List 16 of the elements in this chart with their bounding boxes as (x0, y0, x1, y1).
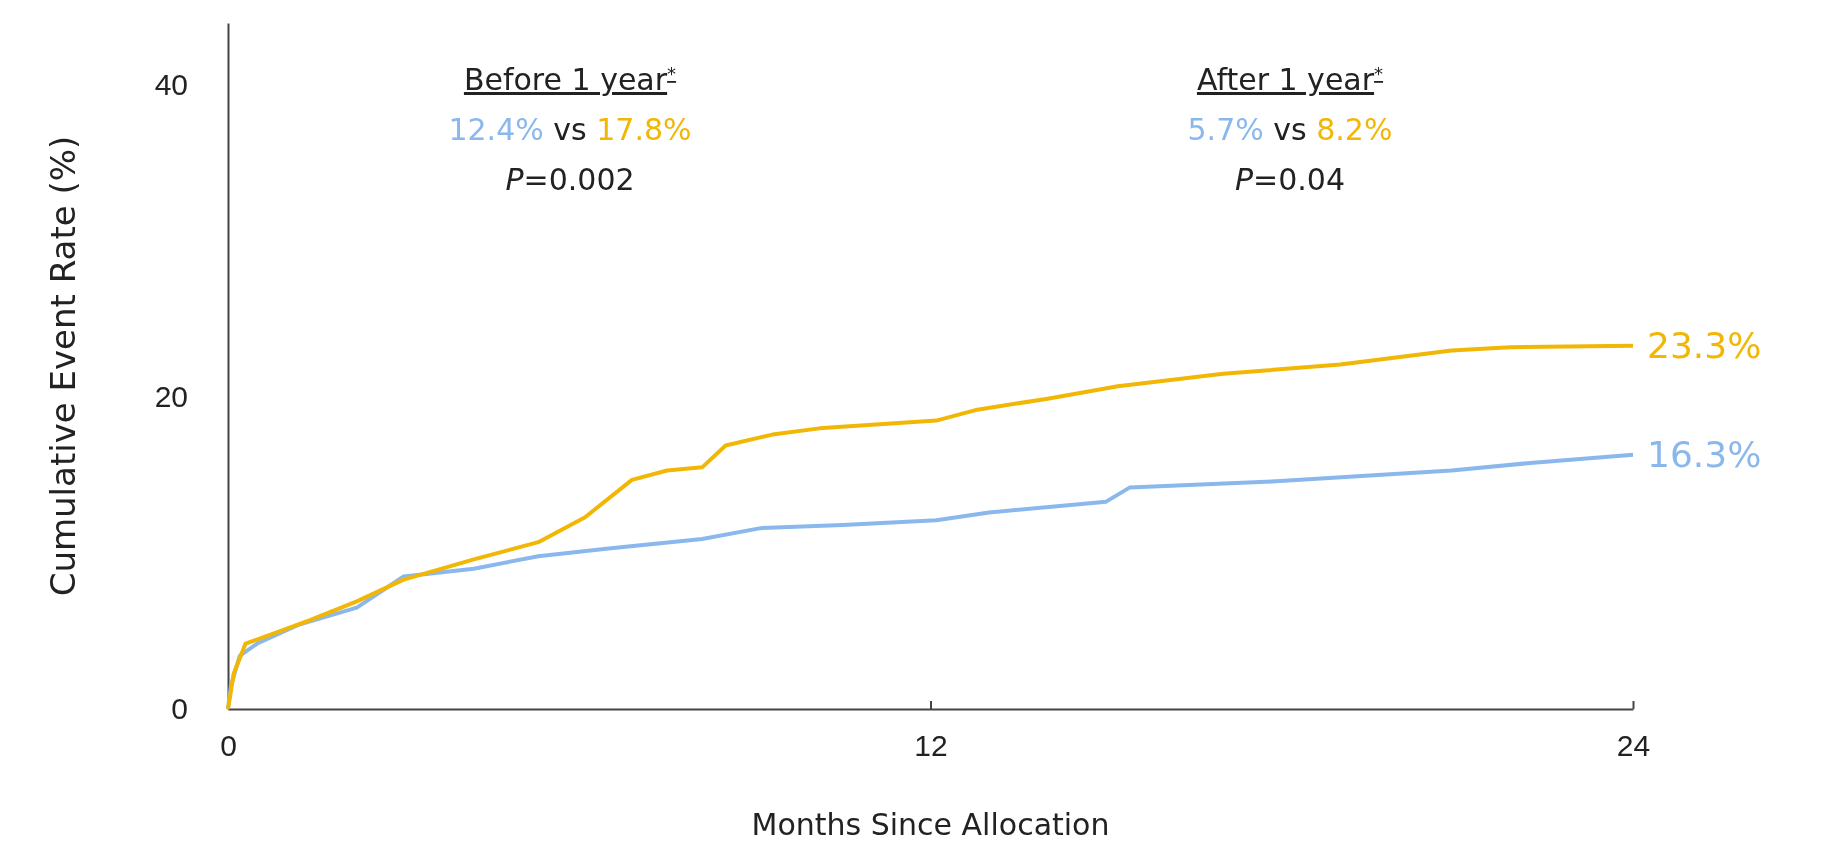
annotation: 12.4% vs 17.8% (448, 112, 692, 147)
annotation: 5.7% vs 8.2% (1187, 112, 1393, 147)
y-axis-title: Cumulative Event Rate (%) (43, 135, 83, 597)
data-label: 16.3% (1647, 434, 1762, 476)
data-label: 23.3% (1647, 325, 1762, 367)
y-tick-label: 0 (171, 692, 188, 726)
y-tick-label: 40 (154, 68, 188, 102)
x-tick-label: 12 (914, 729, 948, 763)
y-tick-label: 20 (154, 380, 188, 414)
annotation: Before 1 year$^{*}$ (463, 62, 677, 97)
annotation: P=0.002 (505, 162, 635, 197)
x-tick-label: 0 (220, 729, 237, 763)
annotation: P=0.04 (1234, 162, 1346, 197)
x-axis-title: Months Since Allocation (751, 807, 1110, 842)
x-tick-label: 24 (1616, 729, 1651, 763)
annotation: After 1 year$^{*}$ (1196, 62, 1384, 97)
